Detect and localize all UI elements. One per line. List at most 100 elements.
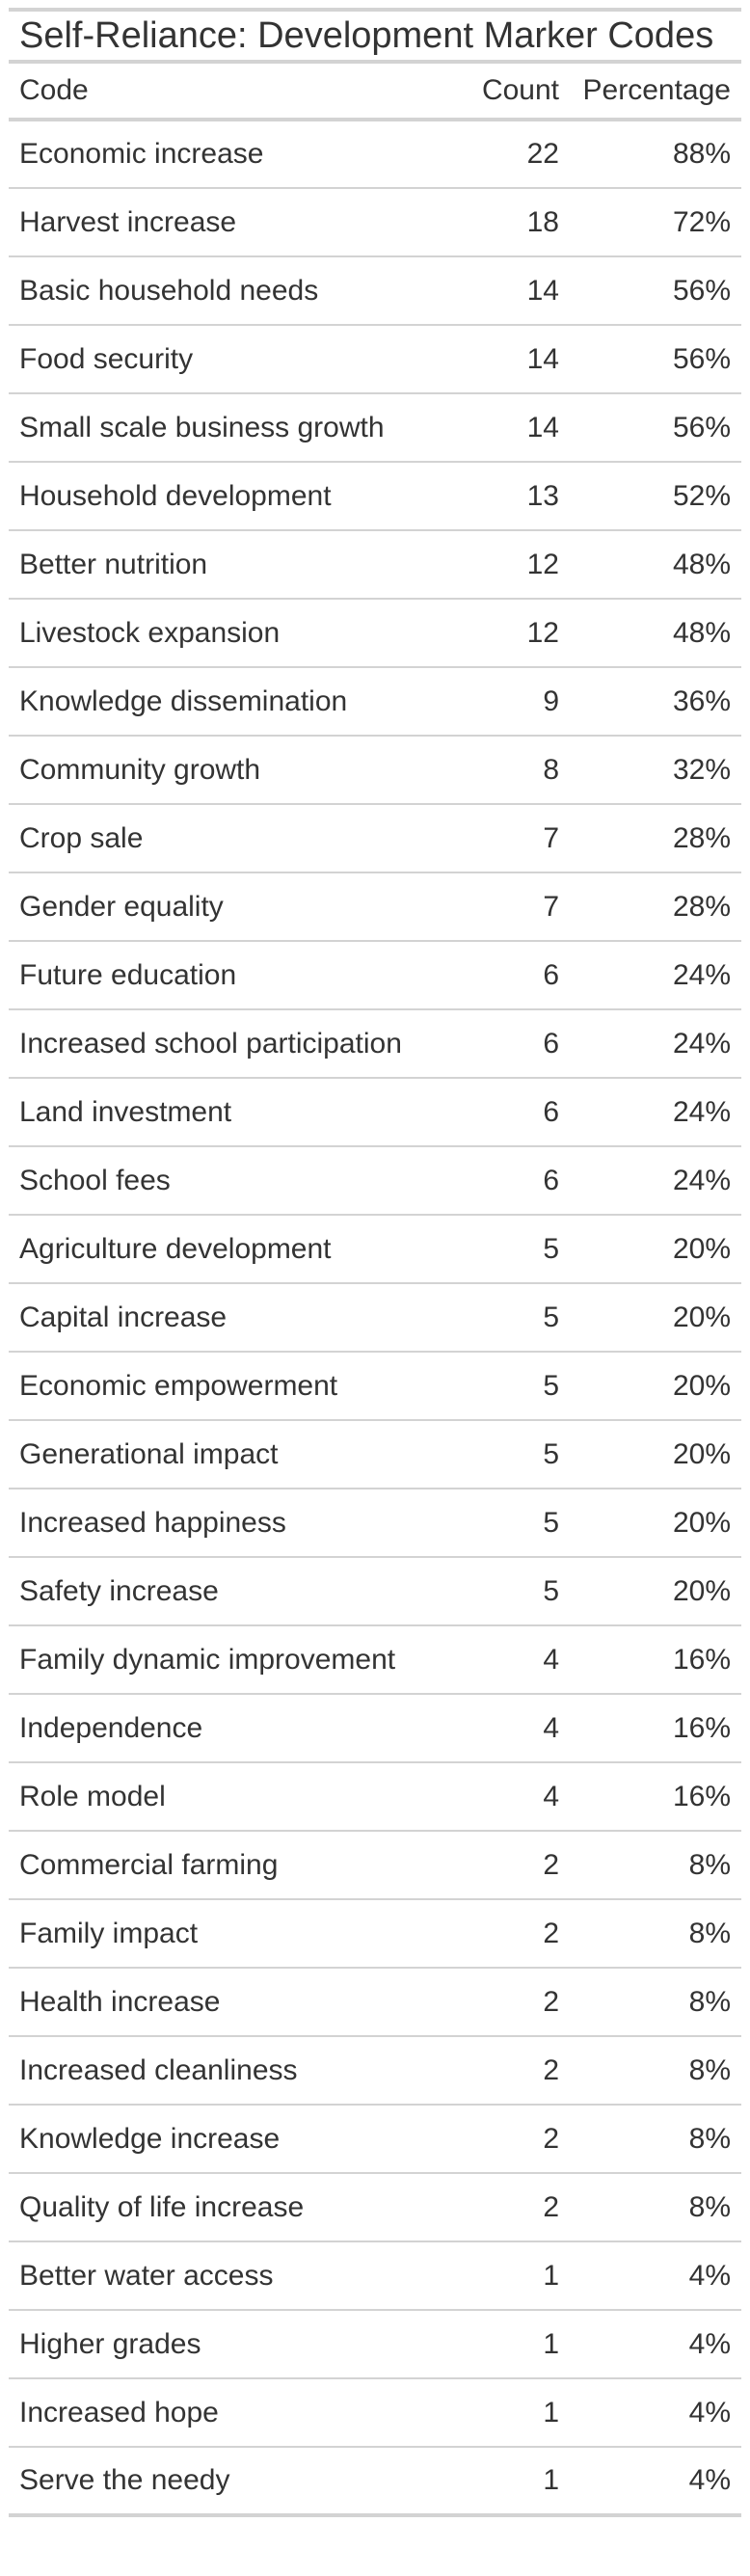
table-row: Role model 4 16% [9, 1762, 741, 1832]
cell-count: 12 [458, 530, 570, 600]
cell-code: Harvest increase [9, 188, 458, 257]
table-row: Livestock expansion 12 48% [9, 599, 741, 668]
cell-percentage: 88% [570, 120, 741, 189]
cell-count: 5 [458, 1352, 570, 1421]
table-row: Increased happiness 5 20% [9, 1489, 741, 1558]
table-row: Safety increase 5 20% [9, 1557, 741, 1626]
cell-code: Serve the needy [9, 2447, 458, 2517]
table-row: Land investment 6 24% [9, 1078, 741, 1147]
top-rule [9, 8, 741, 12]
cell-code: Basic household needs [9, 256, 458, 326]
cell-percentage: 56% [570, 325, 741, 394]
table-row: Quality of life increase 2 8% [9, 2173, 741, 2242]
cell-count: 14 [458, 393, 570, 463]
cell-percentage: 16% [570, 1762, 741, 1832]
cell-count: 1 [458, 2378, 570, 2448]
cell-count: 1 [458, 2241, 570, 2311]
cell-count: 2 [458, 2173, 570, 2242]
cell-percentage: 24% [570, 941, 741, 1010]
cell-percentage: 4% [570, 2447, 741, 2517]
cell-code: Quality of life increase [9, 2173, 458, 2242]
table-row: Crop sale 7 28% [9, 804, 741, 873]
table-row: Family impact 2 8% [9, 1899, 741, 1969]
cell-code: Increased happiness [9, 1489, 458, 1558]
cell-code: Livestock expansion [9, 599, 458, 668]
cell-code: Increased cleanliness [9, 2036, 458, 2106]
cell-percentage: 20% [570, 1420, 741, 1489]
cell-code: School fees [9, 1146, 458, 1216]
cell-code: Small scale business growth [9, 393, 458, 463]
cell-count: 13 [458, 462, 570, 531]
table-row: Increased cleanliness 2 8% [9, 2036, 741, 2106]
table-row: Future education 6 24% [9, 941, 741, 1010]
cell-count: 2 [458, 1899, 570, 1969]
cell-code: Better water access [9, 2241, 458, 2311]
cell-code: Knowledge dissemination [9, 667, 458, 737]
table-row: Economic increase 22 88% [9, 120, 741, 189]
cell-percentage: 4% [570, 2310, 741, 2379]
cell-count: 5 [458, 1557, 570, 1626]
cell-code: Family dynamic improvement [9, 1625, 458, 1695]
cell-percentage: 28% [570, 804, 741, 873]
cell-count: 1 [458, 2447, 570, 2517]
table-row: Capital increase 5 20% [9, 1283, 741, 1353]
cell-percentage: 56% [570, 393, 741, 463]
cell-count: 6 [458, 1078, 570, 1147]
cell-count: 7 [458, 872, 570, 942]
cell-percentage: 24% [570, 1009, 741, 1079]
cell-percentage: 20% [570, 1283, 741, 1353]
table-row: Small scale business growth 14 56% [9, 393, 741, 463]
table-row: Harvest increase 18 72% [9, 188, 741, 257]
cell-count: 14 [458, 256, 570, 326]
cell-code: Knowledge increase [9, 2105, 458, 2174]
cell-percentage: 16% [570, 1694, 741, 1763]
cell-percentage: 24% [570, 1146, 741, 1216]
cell-code: Role model [9, 1762, 458, 1832]
cell-percentage: 56% [570, 256, 741, 326]
cell-count: 1 [458, 2310, 570, 2379]
cell-count: 6 [458, 1009, 570, 1079]
cell-percentage: 72% [570, 188, 741, 257]
table-row: Generational impact 5 20% [9, 1420, 741, 1489]
cell-percentage: 48% [570, 530, 741, 600]
cell-percentage: 20% [570, 1352, 741, 1421]
cell-code: Increased hope [9, 2378, 458, 2448]
cell-count: 18 [458, 188, 570, 257]
cell-code: Gender equality [9, 872, 458, 942]
cell-percentage: 16% [570, 1625, 741, 1695]
cell-code: Generational impact [9, 1420, 458, 1489]
cell-percentage: 32% [570, 736, 741, 805]
cell-code: Agriculture development [9, 1215, 458, 1284]
table-row: School fees 6 24% [9, 1146, 741, 1216]
table-row: Food security 14 56% [9, 325, 741, 394]
cell-count: 9 [458, 667, 570, 737]
cell-percentage: 8% [570, 1968, 741, 2037]
cell-code: Increased school participation [9, 1009, 458, 1079]
table-body: Economic increase 22 88% Harvest increase 18… [9, 120, 741, 2517]
table-row: Commercial farming 2 8% [9, 1831, 741, 1900]
cell-percentage: 20% [570, 1215, 741, 1284]
cell-count: 2 [458, 1831, 570, 1900]
table-row: Higher grades 1 4% [9, 2310, 741, 2379]
cell-code: Household development [9, 462, 458, 531]
cell-count: 8 [458, 736, 570, 805]
column-header-code: Code [9, 64, 458, 121]
cell-percentage: 20% [570, 1489, 741, 1558]
cell-code: Land investment [9, 1078, 458, 1147]
table-row: Serve the needy 1 4% [9, 2447, 741, 2517]
cell-percentage: 52% [570, 462, 741, 531]
cell-code: Safety increase [9, 1557, 458, 1626]
cell-count: 5 [458, 1489, 570, 1558]
cell-count: 14 [458, 325, 570, 394]
cell-code: Family impact [9, 1899, 458, 1969]
cell-percentage: 28% [570, 872, 741, 942]
cell-code: Capital increase [9, 1283, 458, 1353]
marker-codes-table: Code Count Percentage Economic increase 2… [9, 64, 741, 2517]
cell-code: Better nutrition [9, 530, 458, 600]
cell-count: 2 [458, 2105, 570, 2174]
table-row: Gender equality 7 28% [9, 872, 741, 942]
cell-code: Future education [9, 941, 458, 1010]
cell-count: 6 [458, 941, 570, 1010]
table-row: Basic household needs 14 56% [9, 256, 741, 326]
cell-percentage: 8% [570, 1899, 741, 1969]
